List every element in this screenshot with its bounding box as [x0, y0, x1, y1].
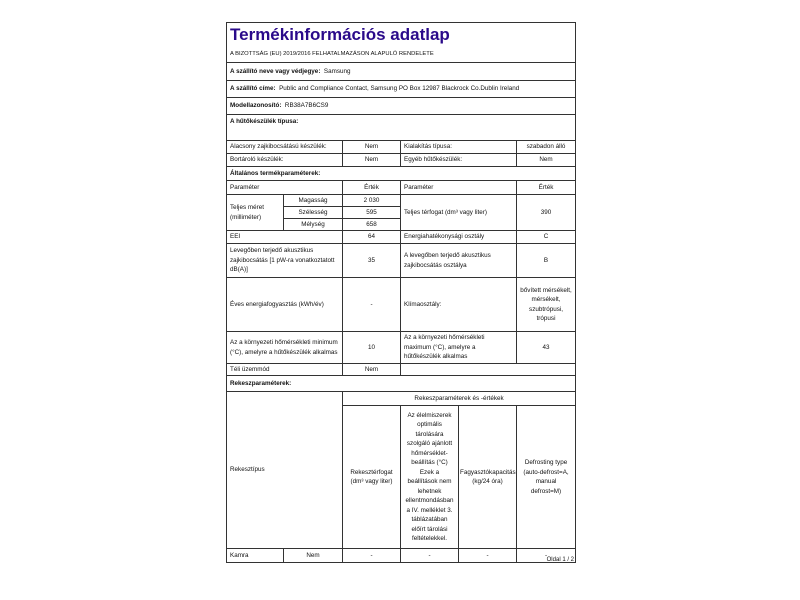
- compartment-temp-header: Az élelmiszerek optimális tárolására szo…: [400, 405, 459, 549]
- energy-class-label: Energiahatékonysági osztály: [400, 230, 517, 244]
- noise-label: Levegőben terjedő akusztikus zajkibocsát…: [226, 243, 343, 278]
- table-row: Kamra Nem - - - -: [226, 548, 577, 563]
- max-temp-label: Az a környezeti hőmérsékleti maximum (°C…: [400, 331, 517, 364]
- model-label: Modellazonosító:: [230, 102, 282, 110]
- eei-value: 64: [342, 230, 401, 244]
- supplier-value: Samsung: [323, 67, 351, 75]
- column-header: Érték: [515, 180, 577, 195]
- subtitle: A BIZOTTSÁG (EU) 2019/2016 FELHATALMAZÁS…: [225, 47, 577, 63]
- noise-class-label: A levegőben terjedő akusztikus zajkibocs…: [400, 243, 517, 278]
- winter-mode-label: Téli üzemmód: [226, 363, 343, 376]
- param-value: Nem: [342, 153, 401, 167]
- width-value: 595: [342, 206, 401, 219]
- min-temp-label: Az a környezeti hőmérsékleti minimum (°C…: [226, 331, 343, 364]
- type-header: A hűtőkészülék típusa:: [225, 114, 577, 129]
- compartment-temp: -: [400, 548, 459, 563]
- noise-value: 35: [342, 243, 401, 278]
- param-label: Alacsony zajkibocsátású készülék:: [226, 140, 343, 154]
- supplier-label: A szállító neve vagy védjegye:: [230, 67, 321, 75]
- empty-cell: [399, 363, 577, 376]
- column-header: Paraméter: [226, 180, 343, 195]
- depth-label: Mélység: [283, 218, 343, 231]
- compartment-freeze: -: [458, 548, 517, 563]
- compartment-present: Nem: [283, 548, 343, 563]
- energy-consumption-value: -: [342, 277, 401, 332]
- param-value: szabadon álló: [515, 140, 577, 154]
- param-value: Nem: [515, 153, 577, 167]
- product-info-sheet: Termékinformációs adatlap A BIZOTTSÁG (E…: [225, 22, 577, 563]
- page-title: Termékinformációs adatlap: [225, 22, 577, 48]
- address-value: Public and Compliance Contact, Samsung P…: [279, 85, 520, 93]
- param-label: Egyéb hűtőkészülék:: [400, 153, 517, 167]
- climate-class-label: Klímaosztály:: [400, 277, 517, 332]
- supplier-row: A szállító neve vagy védjegye: Samsung: [225, 62, 577, 81]
- column-header: Paraméter: [400, 180, 517, 195]
- volume-label: Teljes térfogat (dm³ vagy liter): [400, 194, 517, 231]
- defrost-type-header: Defrosting type (auto-defrost=A, manual …: [515, 405, 577, 549]
- width-label: Szélesség: [283, 206, 343, 219]
- max-temp-value: 43: [515, 331, 577, 364]
- compartment-defrost: -: [515, 548, 577, 563]
- column-header: Érték: [342, 180, 401, 195]
- eei-label: EEI: [226, 230, 343, 244]
- param-value: Nem: [342, 140, 401, 154]
- noise-class-value: B: [515, 243, 577, 278]
- page-number: Oldal 1 / 2: [546, 557, 574, 563]
- address-label: A szállító címe:: [230, 85, 276, 93]
- volume-value: 390: [515, 194, 577, 231]
- spacer: [225, 128, 577, 141]
- param-label: Kialakítás típusa:: [400, 140, 517, 154]
- compartment-volume-header: Rekesztérfogat (dm³ vagy liter): [342, 405, 401, 549]
- compartment-header: Rekeszparaméterek:: [225, 375, 577, 392]
- energy-class-value: C: [515, 230, 577, 244]
- model-value: RB38A7B6CS9: [284, 102, 329, 110]
- depth-value: 658: [342, 218, 401, 231]
- general-header: Általános termékparaméterek:: [225, 166, 577, 181]
- climate-class-value: bővített mérsékelt, mérsékelt, szubtrópu…: [515, 277, 577, 332]
- param-label: Bortároló készülék:: [226, 153, 343, 167]
- compartment-volume: -: [342, 548, 401, 563]
- height-label: Magasság: [283, 194, 343, 207]
- height-value: 2 030: [342, 194, 401, 207]
- compartment-name: Kamra: [226, 548, 284, 563]
- winter-mode-value: Nem: [342, 363, 401, 376]
- min-temp-value: 10: [342, 331, 401, 364]
- energy-consumption-label: Éves energiafogyasztás (kWh/év): [226, 277, 343, 332]
- dimensions-label: Teljes méret (milliméter): [226, 194, 284, 231]
- model-row: Modellazonosító: RB38A7B6CS9: [225, 97, 577, 115]
- address-row: A szállító címe: Public and Compliance C…: [225, 80, 577, 98]
- compartment-group-header: Rekeszparaméterek és -értékek: [341, 391, 577, 406]
- freeze-capacity-header: Fagyasztókapacitás (kg/24 óra): [458, 405, 517, 549]
- compartment-type-label: Rekesztípus: [226, 391, 343, 549]
